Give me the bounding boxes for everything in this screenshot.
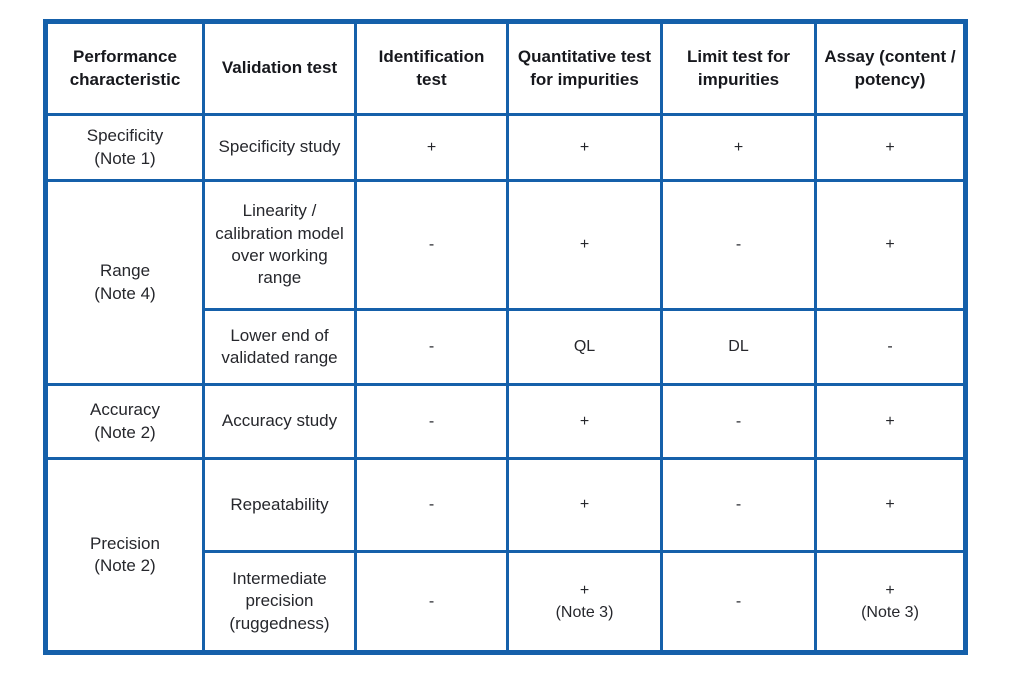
cell-validation-test: Linearity / calibration model over worki… [202, 179, 357, 311]
cell-validation-test: Specificity study [202, 113, 357, 182]
cell-value: - [660, 179, 817, 311]
cell-validation-test: Repeatability [202, 457, 357, 553]
cell-value: - [354, 550, 509, 654]
column-header-performance-characteristic: Performance characteristic [44, 20, 205, 116]
cell-validation-test: Lower end of validated range [202, 308, 357, 386]
cell-value: + [660, 113, 817, 182]
column-header-limit-test: Limit test for impurities [660, 20, 817, 116]
cell-value: + [814, 179, 967, 311]
cell-characteristic-specificity: Specificity (Note 1) [44, 113, 205, 182]
validation-matrix-table: Performance characteristic Validation te… [43, 19, 968, 655]
cell-value: - [354, 179, 509, 311]
cell-value: - [814, 308, 967, 386]
cell-value: - [354, 383, 509, 460]
cell-value: + [814, 113, 967, 182]
cell-characteristic-accuracy: Accuracy (Note 2) [44, 383, 205, 460]
cell-characteristic-precision: Precision (Note 2) [44, 457, 205, 654]
cell-value: - [660, 457, 817, 553]
column-header-identification-test: Identification test [354, 20, 509, 116]
cell-value: + [506, 457, 663, 553]
row-lower-end: Lower end of validated range - QL DL - [46, 308, 967, 386]
cell-value: - [660, 550, 817, 654]
column-header-quantitative-test: Quantitative test for impurities [506, 20, 663, 116]
cell-value: + [506, 113, 663, 182]
cell-value: + (Note 3) [506, 550, 663, 654]
cell-value: - [354, 457, 509, 553]
cell-value: - [354, 308, 509, 386]
row-specificity: Specificity (Note 1) Specificity study +… [44, 113, 967, 182]
row-accuracy: Accuracy (Note 2) Accuracy study - + - + [44, 383, 967, 460]
cell-value: + [354, 113, 509, 182]
row-linearity: Range (Note 4) Linearity / calibration m… [44, 179, 967, 386]
header-row: Performance characteristic Validation te… [44, 20, 967, 116]
cell-value: + (Note 3) [814, 550, 967, 654]
cell-characteristic-range: Range (Note 4) [44, 179, 205, 386]
cell-value: - [660, 383, 817, 460]
row-intermediate-precision: Intermediate precision (ruggedness) - + … [46, 550, 967, 654]
cell-value: QL [506, 308, 663, 386]
cell-validation-test: Accuracy study [202, 383, 357, 460]
cell-value: + [814, 457, 967, 553]
cell-value: + [814, 383, 967, 460]
cell-value: + [506, 179, 663, 311]
cell-value: + [506, 383, 663, 460]
column-header-assay: Assay (content / potency) [814, 20, 967, 116]
row-repeatability: Precision (Note 2) Repeatability - + - + [44, 457, 967, 654]
cell-validation-test: Intermediate precision (ruggedness) [202, 550, 357, 654]
cell-value: DL [660, 308, 817, 386]
column-header-validation-test: Validation test [202, 20, 357, 116]
